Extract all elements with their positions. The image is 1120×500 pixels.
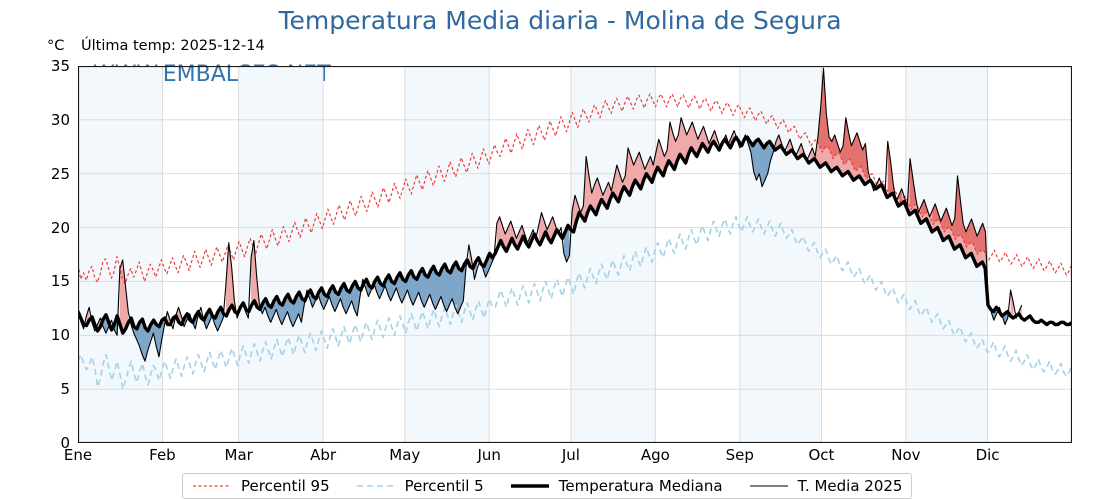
y-axis-tick-label: 35 (50, 57, 70, 75)
x-axis-tick-label: Jun (477, 446, 501, 464)
x-axis-tick-label: Feb (149, 446, 176, 464)
y-axis-tick-label: 30 (50, 110, 70, 129)
legend-label: Percentil 95 (241, 477, 330, 495)
page-title: Temperatura Media diaria - Molina de Seg… (278, 6, 842, 35)
legend-item[interactable]: Temperatura Mediana (510, 477, 723, 495)
y-axis-tick-label: 10 (50, 326, 70, 345)
y-axis-unit-label: °C (47, 38, 65, 54)
x-axis-tick-label: Mar (224, 446, 253, 464)
legend-label: Temperatura Mediana (558, 477, 723, 495)
legend-label: Percentil 5 (404, 477, 484, 495)
legend-swatch-line (749, 485, 788, 487)
x-axis-tick-label: Jul (561, 446, 580, 464)
x-axis-tick-label: Sep (725, 446, 754, 464)
legend-swatch-line (193, 485, 231, 487)
y-axis-tick-label: 20 (50, 218, 70, 237)
y-axis-tick-label: 0 (60, 434, 70, 452)
series-line-tmedia-2025 (78, 67, 1023, 362)
fill-below-median (482, 255, 495, 278)
x-axis-tick-label: Ene (63, 446, 93, 464)
x-axis-tick-label: Abr (310, 446, 337, 464)
legend-item[interactable]: Percentil 5 (356, 477, 484, 495)
fill-below-median (131, 318, 165, 362)
x-axis-tick-label: Oct (808, 446, 835, 464)
month-band (739, 66, 822, 443)
y-axis-tick-label: 25 (50, 164, 70, 183)
x-axis-tick-label: May (389, 446, 421, 464)
legend-swatch-line (356, 485, 395, 487)
legend-item[interactable]: T. Media 2025 (749, 477, 903, 495)
fill-above-p95 (932, 175, 986, 255)
fill-above-median (496, 216, 534, 250)
month-band (404, 66, 490, 443)
x-axis-tick-label: Nov (891, 446, 921, 464)
month-band (78, 66, 163, 443)
series-line-percentil-5 (78, 215, 1072, 390)
x-axis-tick-label: Dic (975, 446, 1000, 464)
x-axis-tick-label: Ago (640, 446, 670, 464)
y-axis-ticks: 0 5 10 15 20 25 30 35 (32, 57, 70, 452)
x-axis-ticks: Ene Feb Mar Abr May Jun Jul Ago Sep Oct Nov Dic (64, 446, 1072, 470)
fill-above-median (898, 158, 989, 306)
chart-legend: Percentil 95 Percentil 5 Temperatura Media… (182, 473, 913, 499)
last-temp-label: Última temp: 2025-12-14 (81, 38, 265, 54)
y-axis-tick-label: 15 (50, 272, 70, 291)
fill-above-p95 (817, 68, 869, 178)
fill-above-median (175, 307, 182, 325)
fill-below-median (563, 227, 570, 263)
legend-label: T. Media 2025 (797, 477, 903, 495)
plot-area (78, 66, 1072, 443)
chart-svg (78, 66, 1072, 443)
legend-swatch-line (510, 484, 549, 488)
month-band (570, 66, 656, 443)
legend-item[interactable]: Percentil 95 (192, 477, 330, 495)
series-line-temperatura-mediana (78, 135, 1072, 335)
plot-frame (78, 66, 1072, 443)
y-axis-tick-label: 5 (60, 380, 70, 399)
fill-above-median (251, 240, 260, 310)
fill-above-median (1010, 290, 1014, 318)
